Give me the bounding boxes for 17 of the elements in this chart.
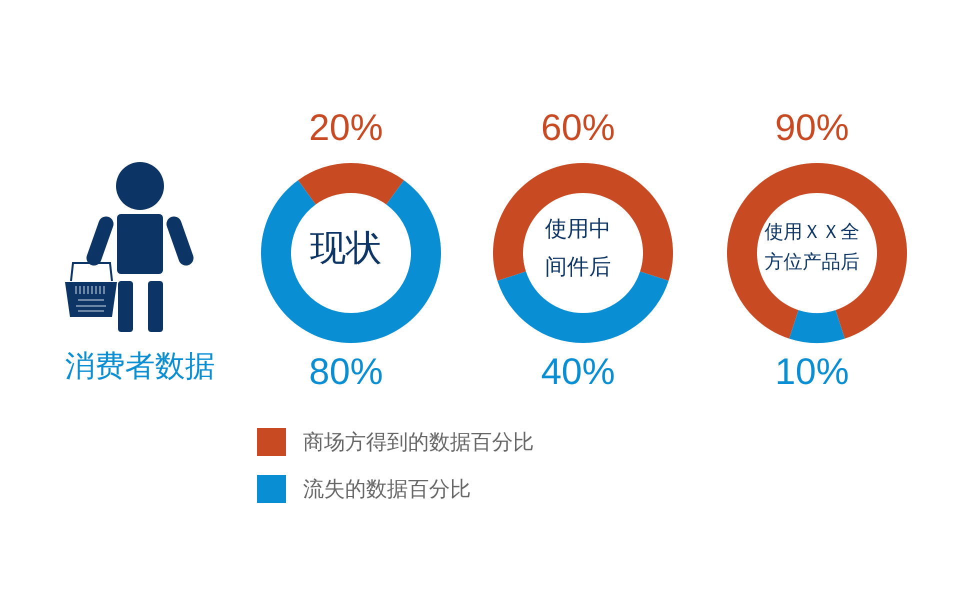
legend-label: 流失的数据百分比 — [303, 477, 471, 503]
donut-slice — [261, 180, 441, 343]
data-label: 20% — [308, 106, 384, 150]
text: 现状 — [309, 226, 383, 270]
donut-slice — [298, 163, 404, 204]
data-label: 80% — [308, 350, 384, 394]
legend-label: 商场方得到的数据百分比 — [303, 430, 534, 456]
donut-slice — [727, 163, 907, 339]
text: 使用ＸＸ全方位产品后 — [764, 220, 860, 275]
data-label: 90% — [774, 106, 850, 150]
donut-slice — [789, 310, 845, 343]
data-label: 60% — [540, 106, 616, 150]
text: 使用中间件后 — [544, 215, 612, 281]
text: 消费者数据 — [64, 349, 216, 385]
data-label: 10% — [774, 350, 850, 394]
data-label: 40% — [540, 350, 616, 394]
donut-slice — [493, 163, 673, 281]
